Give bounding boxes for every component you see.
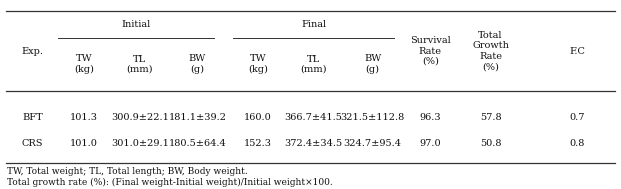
Text: 321.5±112.8: 321.5±112.8 bbox=[340, 113, 405, 122]
Text: TL
(mm): TL (mm) bbox=[127, 55, 153, 74]
Text: TW
(kg): TW (kg) bbox=[248, 54, 268, 74]
Text: Survival
Rate
(%): Survival Rate (%) bbox=[410, 36, 451, 66]
Text: 57.8: 57.8 bbox=[480, 113, 501, 122]
Text: Total
Growth
Rate
(%): Total Growth Rate (%) bbox=[472, 31, 509, 71]
Text: 180.5±64.4: 180.5±64.4 bbox=[169, 139, 226, 148]
Text: TW, Total weight; TL, Total length; BW, Body weight.: TW, Total weight; TL, Total length; BW, … bbox=[7, 167, 248, 176]
Text: BW
(g): BW (g) bbox=[364, 54, 381, 74]
Text: BW
(g): BW (g) bbox=[189, 54, 206, 74]
Text: 101.0: 101.0 bbox=[70, 139, 97, 148]
Text: 372.4±34.5: 372.4±34.5 bbox=[284, 139, 343, 148]
Text: TW
(kg): TW (kg) bbox=[74, 54, 94, 74]
Text: 50.8: 50.8 bbox=[480, 139, 501, 148]
Text: 0.7: 0.7 bbox=[570, 113, 585, 122]
Text: 181.1±39.2: 181.1±39.2 bbox=[168, 113, 227, 122]
Text: BFT: BFT bbox=[22, 113, 43, 122]
Text: Final: Final bbox=[301, 20, 326, 29]
Text: Total growth rate (%): (Final weight-Initial weight)/Initial weight×100.: Total growth rate (%): (Final weight-Ini… bbox=[7, 178, 333, 187]
Text: Initial: Initial bbox=[121, 20, 151, 29]
Text: 96.3: 96.3 bbox=[420, 113, 441, 122]
Text: CRS: CRS bbox=[22, 139, 43, 148]
Text: 300.9±22.1: 300.9±22.1 bbox=[111, 113, 169, 122]
Text: TL
(mm): TL (mm) bbox=[301, 55, 327, 74]
Text: F.C: F.C bbox=[569, 46, 586, 56]
Text: 301.0±29.1: 301.0±29.1 bbox=[111, 139, 169, 148]
Text: 324.7±95.4: 324.7±95.4 bbox=[343, 139, 402, 148]
Text: Exp.: Exp. bbox=[21, 46, 43, 56]
Text: 366.7±41.5: 366.7±41.5 bbox=[284, 113, 343, 122]
Text: 160.0: 160.0 bbox=[244, 113, 271, 122]
Text: 101.3: 101.3 bbox=[70, 113, 98, 122]
Text: 152.3: 152.3 bbox=[243, 139, 272, 148]
Text: 0.8: 0.8 bbox=[570, 139, 585, 148]
Text: 97.0: 97.0 bbox=[420, 139, 441, 148]
